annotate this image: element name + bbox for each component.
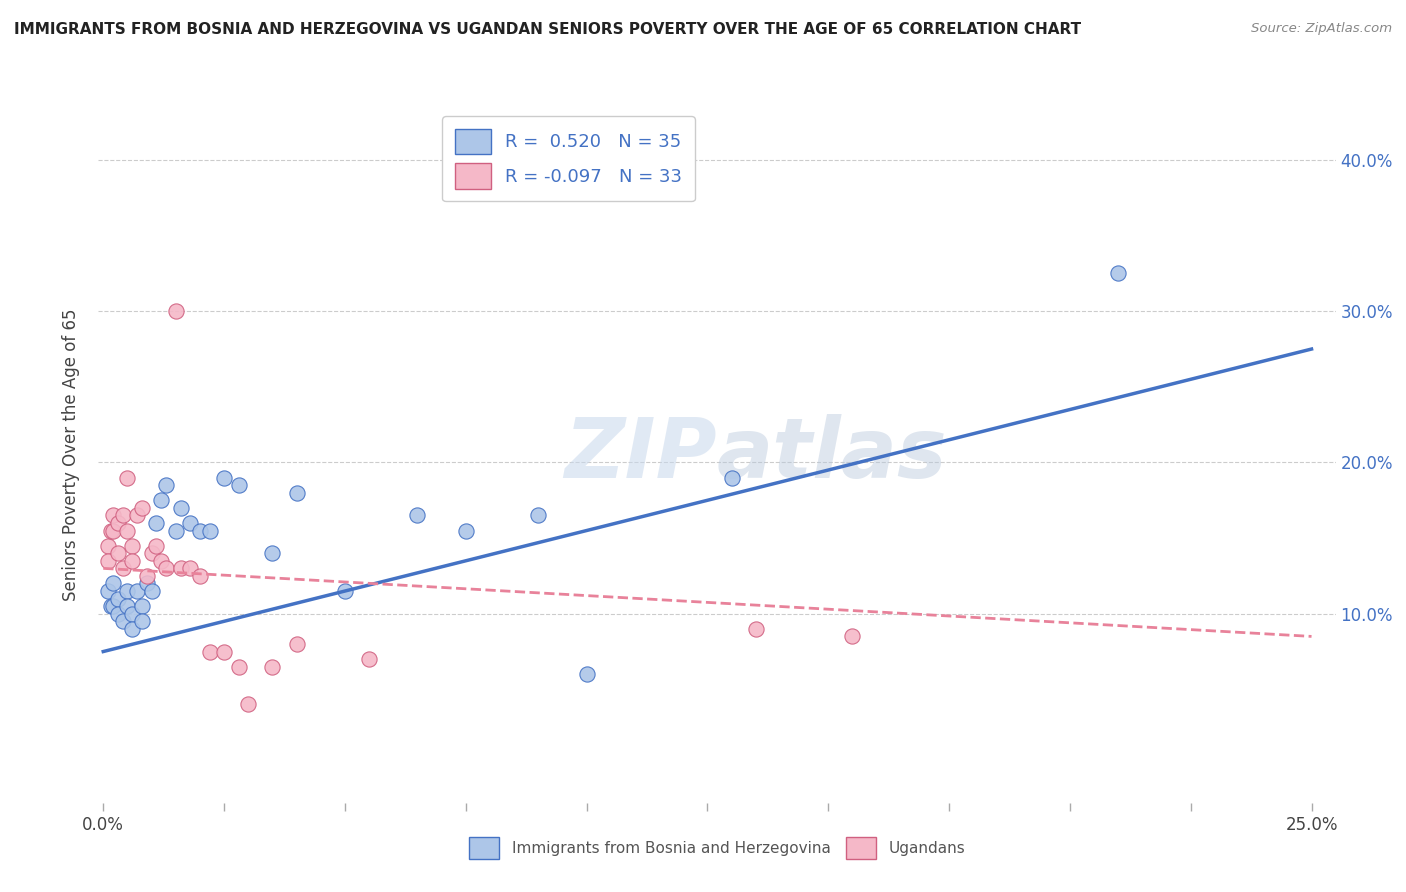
Point xyxy=(238,698,260,712)
Point xyxy=(111,561,134,575)
Point xyxy=(357,652,380,666)
Point xyxy=(117,524,139,538)
Point xyxy=(141,584,163,599)
Point xyxy=(228,659,250,673)
Point xyxy=(720,470,742,484)
Point xyxy=(165,524,187,538)
Point xyxy=(262,659,284,673)
Point xyxy=(212,644,235,658)
Point xyxy=(131,500,153,515)
Point xyxy=(117,599,139,614)
Point xyxy=(841,629,863,643)
Point xyxy=(131,599,153,614)
Point xyxy=(285,485,308,500)
Point xyxy=(406,508,429,523)
Point xyxy=(169,561,191,575)
Point xyxy=(97,539,120,553)
Point xyxy=(145,516,167,530)
Point xyxy=(745,622,768,636)
Point xyxy=(131,615,153,629)
Point xyxy=(107,546,129,560)
Point xyxy=(101,599,124,614)
Text: atlas: atlas xyxy=(717,415,948,495)
Point xyxy=(107,591,129,606)
Point xyxy=(155,561,177,575)
Point xyxy=(150,493,173,508)
Point xyxy=(141,546,163,560)
Point xyxy=(165,304,187,318)
Point xyxy=(454,524,477,538)
Text: IMMIGRANTS FROM BOSNIA AND HERZEGOVINA VS UGANDAN SENIORS POVERTY OVER THE AGE O: IMMIGRANTS FROM BOSNIA AND HERZEGOVINA V… xyxy=(14,22,1081,37)
Point xyxy=(121,607,143,621)
Point xyxy=(333,584,356,599)
Point xyxy=(101,524,124,538)
Point xyxy=(127,508,149,523)
Point xyxy=(127,584,149,599)
Point xyxy=(179,561,201,575)
Point xyxy=(107,607,129,621)
Point xyxy=(527,508,550,523)
Point xyxy=(198,524,221,538)
Point xyxy=(121,554,143,568)
Text: Source: ZipAtlas.com: Source: ZipAtlas.com xyxy=(1251,22,1392,36)
Point xyxy=(179,516,201,530)
Point xyxy=(150,554,173,568)
Point xyxy=(188,524,211,538)
Point xyxy=(575,667,598,681)
Point xyxy=(135,576,157,591)
Point xyxy=(198,644,221,658)
Point xyxy=(121,622,143,636)
Point xyxy=(117,584,139,599)
Point xyxy=(111,615,134,629)
Point xyxy=(101,508,124,523)
Point xyxy=(107,516,129,530)
Point xyxy=(100,524,122,538)
Y-axis label: Seniors Poverty Over the Age of 65: Seniors Poverty Over the Age of 65 xyxy=(62,309,80,601)
Point xyxy=(212,470,235,484)
Point xyxy=(97,584,120,599)
Point xyxy=(228,478,250,492)
Point xyxy=(285,637,308,651)
Point xyxy=(97,554,120,568)
Legend: Immigrants from Bosnia and Herzegovina, Ugandans: Immigrants from Bosnia and Herzegovina, … xyxy=(463,830,972,864)
Point xyxy=(169,500,191,515)
Point xyxy=(188,569,211,583)
Point xyxy=(135,569,157,583)
Point xyxy=(145,539,167,553)
Point xyxy=(155,478,177,492)
Text: ZIP: ZIP xyxy=(564,415,717,495)
Point xyxy=(1107,267,1129,281)
Point xyxy=(262,546,284,560)
Point xyxy=(117,470,139,484)
Point xyxy=(111,508,134,523)
Point xyxy=(121,539,143,553)
Point xyxy=(101,576,124,591)
Point xyxy=(100,599,122,614)
